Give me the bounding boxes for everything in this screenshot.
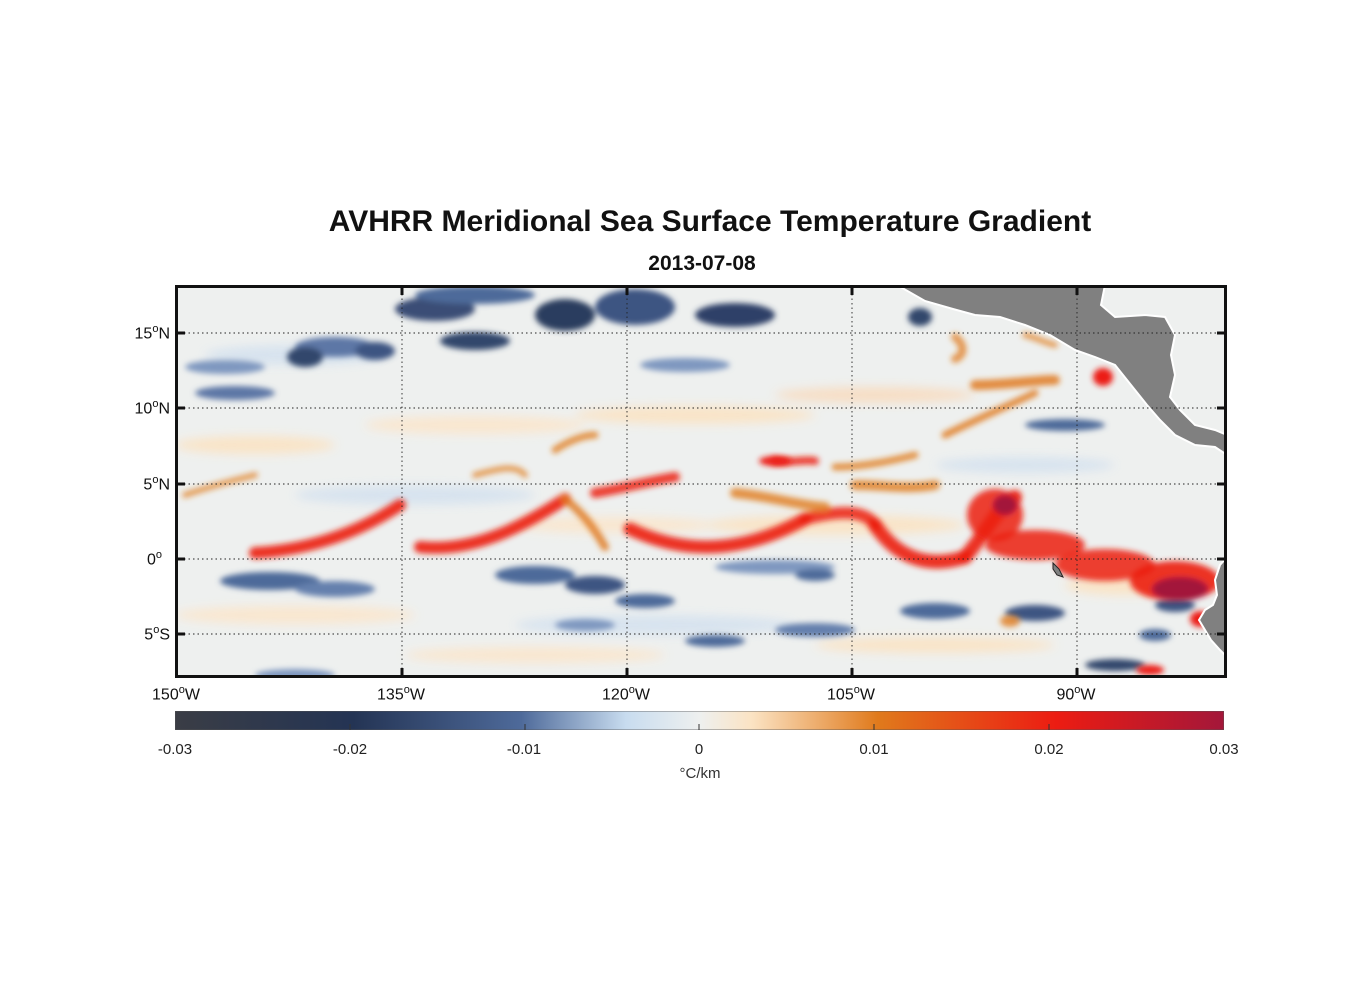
lon-label-105w: 105oW [827,684,875,704]
colorbar-tick-label: -0.02 [332,741,368,758]
lat-label-15n: 15oN [134,323,170,343]
strong-gradient-patches [759,368,1220,675]
map-frame [175,285,1227,678]
colorbar-tick-label: 0.03 [1209,741,1239,758]
lon-label-90w: 90oW [1056,684,1096,704]
colorbar-gradient [175,711,1224,730]
lon-label-120w: 120oW [602,684,650,704]
lat-label-5s: 5oS [144,624,170,644]
tick-marks [175,285,1227,678]
colorbar [175,711,1224,730]
lon-label-150w: 150oW [152,684,200,704]
colorbar-tick-label: 0.02 [1034,741,1064,758]
colorbar-unit-label: °C/km [679,765,721,782]
lat-label-5n: 5oN [143,474,170,494]
colorbar-tick-label: 0 [694,741,704,758]
negative-gradient-streaks [185,286,1195,678]
central-america-land [894,285,1227,457]
map-subtitle: 2013-07-08 [648,252,756,275]
land-masses [894,285,1227,659]
south-america-land [1197,555,1227,659]
colorbar-tick-label: -0.01 [506,741,542,758]
gradient-map [175,285,1227,678]
galapagos-islands [1052,561,1064,578]
colorbar-tick-label: 0.01 [859,741,889,758]
colorbar-ticks [349,724,1050,730]
colorbar-tick-label: -0.03 [157,741,193,758]
lat-label-0: 0o [146,549,162,569]
lat-label-10n: 10oN [134,398,170,418]
map-title: AVHRR Meridional Sea Surface Temperature… [328,205,1092,238]
lon-label-135w: 135oW [377,684,425,704]
